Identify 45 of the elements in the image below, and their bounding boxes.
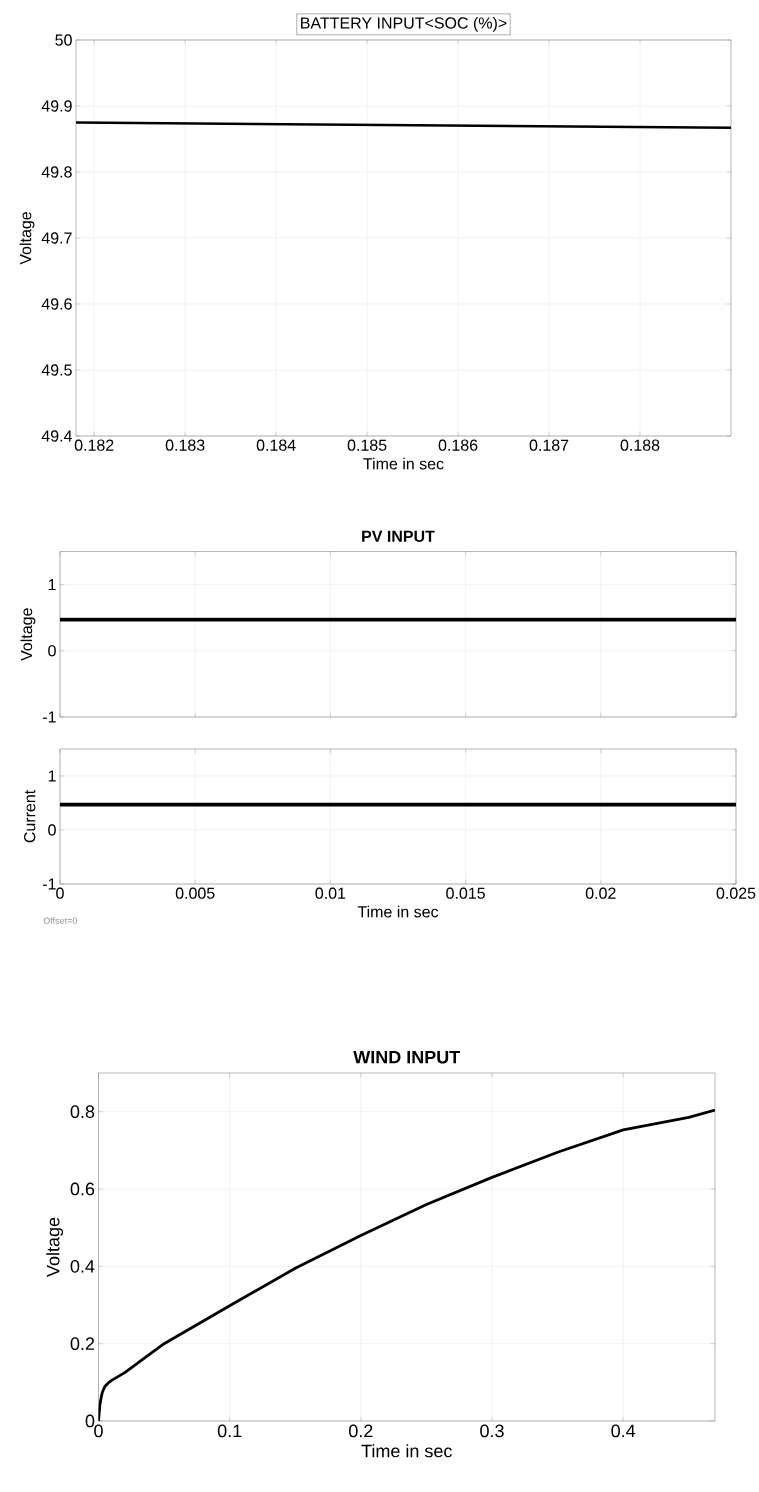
- x-tick-label: 0.182: [74, 439, 114, 451]
- y-tick-label: 49.6: [41, 298, 72, 310]
- x-tick-label: 0.025: [716, 887, 756, 899]
- y-tick-label: -1: [42, 878, 56, 890]
- y-tick-label: 0.4: [70, 1259, 95, 1273]
- y-tick-label: 1: [48, 579, 56, 591]
- text: Offset=0: [43, 917, 77, 924]
- y-tick-label: 49.4: [41, 430, 72, 442]
- y-axis-title: Voltage: [46, 1217, 63, 1277]
- y-tick-label: 1: [48, 770, 56, 782]
- y-axis-title: Current: [23, 789, 36, 843]
- chart-title: PV INPUT: [362, 530, 435, 542]
- y-tick-label: 0.6: [70, 1182, 95, 1196]
- x-tick-label: 0.3: [480, 1424, 504, 1438]
- x-tick-label: 0.005: [175, 887, 215, 899]
- x-axis-title: Time in sec: [361, 1444, 452, 1458]
- chart-title: BATTERY INPUT<SOC (%)>: [300, 16, 507, 32]
- y-tick-label: 0: [85, 1414, 95, 1428]
- x-tick-label: 0.4: [611, 1424, 635, 1438]
- y-tick-label: 49.5: [41, 364, 72, 376]
- x-tick-label: 0.187: [529, 439, 569, 451]
- x-tick-label: 0.02: [585, 887, 616, 899]
- x-tick-label: 0.015: [446, 887, 485, 899]
- y-tick-label: 49.9: [41, 100, 72, 112]
- x-tick-label: 0.1: [217, 1424, 242, 1438]
- x-tick-label: 0.2: [348, 1424, 373, 1438]
- x-tick-label: 0.184: [256, 439, 296, 451]
- y-tick-label: 50: [55, 34, 72, 46]
- x-axis-title: Time in sec: [363, 457, 444, 470]
- y-tick-label: 49.8: [41, 166, 72, 178]
- y-tick-label: 49.7: [41, 232, 72, 244]
- y-axis-title: Voltage: [20, 608, 36, 661]
- x-tick-label: 0.183: [165, 439, 205, 451]
- y-tick-label: 0.8: [70, 1105, 95, 1119]
- x-axis-title: Time in sec: [357, 905, 438, 918]
- x-tick-label: 0.186: [438, 439, 478, 451]
- y-axis-title: Voltage: [19, 212, 35, 265]
- x-tick-label: 0.01: [315, 887, 346, 899]
- chart-title: WIND INPUT: [353, 1050, 460, 1064]
- y-tick-label: -1: [42, 711, 56, 723]
- y-tick-label: 0: [48, 824, 56, 836]
- y-tick-label: 0.2: [70, 1337, 94, 1351]
- x-tick-label: 0.185: [347, 439, 387, 451]
- y-tick-label: 0: [48, 645, 56, 657]
- x-tick-label: 0.188: [620, 439, 660, 451]
